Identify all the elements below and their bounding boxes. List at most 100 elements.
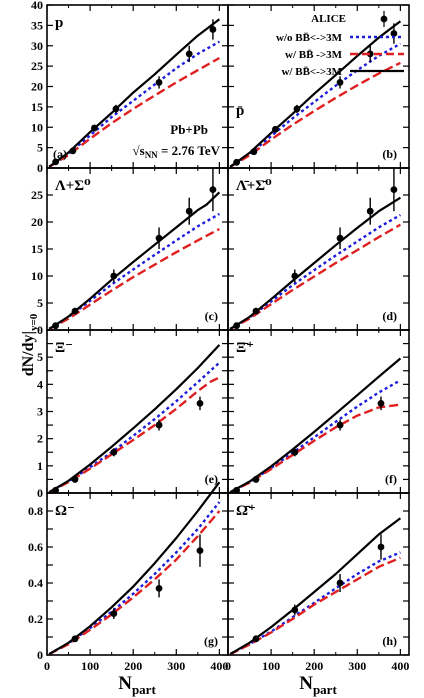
alice-point — [155, 585, 163, 592]
y-tick-label: 0.2 — [28, 612, 43, 626]
alice-point — [233, 322, 241, 330]
x-tick-label: 0 — [44, 659, 50, 673]
alice-point — [250, 148, 258, 156]
alice-point — [366, 207, 374, 215]
curves — [48, 344, 221, 494]
series-line-red-dashed — [48, 510, 221, 655]
y-tick-label: 0.6 — [28, 540, 43, 554]
alice-point — [185, 50, 193, 58]
x-tick-label: 300 — [348, 659, 366, 673]
y-tick-label: 5 — [37, 296, 43, 310]
y-tick-label: 20 — [31, 80, 43, 94]
y-tick-label: 25 — [31, 59, 43, 73]
particle-label: Ω̄⁺ — [236, 503, 256, 519]
y-tick-label: 5 — [37, 141, 43, 155]
panel-tag: (c) — [205, 309, 218, 323]
panel-tag: (e) — [205, 472, 218, 486]
alice-point — [52, 158, 60, 166]
alice-point — [69, 147, 77, 155]
alice-point — [336, 421, 344, 429]
alice-point — [390, 186, 398, 194]
panel-e: 0 1 2 3 4 5 (e) Ξ⁻ — [37, 329, 229, 500]
panel-d: (d) Λ̄+Σ̄⁰ — [227, 167, 410, 331]
particle-label: Ξ̄⁺ — [236, 340, 254, 356]
series-line-black-solid — [229, 357, 402, 494]
particle-label: Λ+Σ⁰ — [55, 178, 91, 194]
x-tick-label: 400 — [210, 659, 228, 673]
panel-tag: (f) — [385, 472, 397, 486]
y-tick-label: 0.8 — [28, 504, 43, 518]
series-line-blue-dotted — [48, 40, 220, 168]
y-tick-label: 25 — [31, 188, 43, 202]
y-tick-label: 4 — [37, 377, 43, 391]
panel-b: (b) p̄ — [227, 4, 410, 169]
alice-point — [291, 448, 299, 456]
alice-point — [196, 547, 204, 554]
panel-h: 0 100 200 300 400 (h) Ω̄⁺ — [225, 492, 410, 673]
alice-point — [390, 30, 398, 37]
curves — [229, 517, 402, 655]
alice-point — [336, 79, 344, 86]
particle-label: Λ̄+Σ̄⁰ — [236, 178, 272, 194]
x-tick-label: 400 — [391, 659, 409, 673]
series-line-black-solid — [48, 18, 221, 168]
alice-point — [112, 105, 120, 113]
panel-tag: (h) — [382, 634, 397, 648]
alice-point — [252, 476, 260, 483]
alice-point — [366, 50, 374, 58]
x-tick-label: 100 — [262, 659, 280, 673]
alice-point — [252, 635, 260, 643]
alice-point — [52, 486, 60, 494]
y-tick-label: 35 — [31, 18, 43, 32]
alice-point — [91, 124, 98, 132]
alice-point — [155, 421, 163, 429]
panel-frame — [227, 329, 410, 494]
y-tick-label: 2 — [37, 432, 43, 446]
alice-point — [272, 125, 279, 133]
series-line-black-solid — [229, 196, 401, 330]
x-axis-label-right: Npart — [299, 673, 337, 697]
alice-point — [252, 307, 260, 315]
panel-frame — [227, 4, 410, 169]
series-line-blue-dotted — [48, 501, 221, 655]
alice-point — [71, 307, 79, 315]
alice-point — [155, 234, 163, 242]
y-tick-label: 20 — [31, 215, 43, 229]
alice-point — [209, 186, 217, 194]
alice-point — [233, 486, 241, 494]
alice-point — [52, 322, 60, 330]
alice-point — [336, 579, 344, 587]
alice-point — [196, 399, 204, 407]
panel-tag: (a) — [53, 147, 67, 161]
series-line-black-solid — [48, 344, 221, 494]
y-tick-label: 3 — [37, 405, 43, 419]
alice-point — [71, 476, 79, 483]
alice-point — [110, 448, 118, 456]
y-tick-label: 0 — [37, 648, 43, 662]
series-line-red-dashed — [48, 376, 220, 494]
alice-point — [110, 610, 118, 617]
legend: ALICE w/o BB̄<->3M w/ BB̄ ->3M w/ BB̄<->… — [276, 11, 404, 78]
y-tick-label: 40 — [31, 0, 43, 12]
alice-point — [185, 207, 193, 215]
alice-point — [155, 79, 163, 86]
particle-label: p̄ — [236, 103, 244, 119]
y-tick-label: 15 — [31, 100, 43, 114]
y-tick-label: 10 — [31, 120, 43, 134]
y-tick-label: 0 — [37, 323, 43, 337]
panel-f: (f) Ξ̄⁺ — [227, 329, 410, 494]
particle-label: Ω⁻ — [55, 503, 75, 519]
curves — [229, 357, 402, 494]
legend-label-black: w/ BB̄<->3M — [281, 66, 342, 78]
y-tick-label: 5 — [37, 350, 43, 364]
legend-label-alice: ALICE — [311, 13, 346, 25]
y-tick-label: 15 — [31, 242, 43, 256]
y-tick-label: 1 — [37, 459, 43, 473]
alice-point — [209, 26, 217, 33]
alice-point — [377, 399, 385, 407]
alice-point — [110, 272, 118, 280]
series-line-blue-dotted — [229, 379, 401, 494]
legend-label-blue: w/o BB̄<->3M — [276, 32, 343, 44]
